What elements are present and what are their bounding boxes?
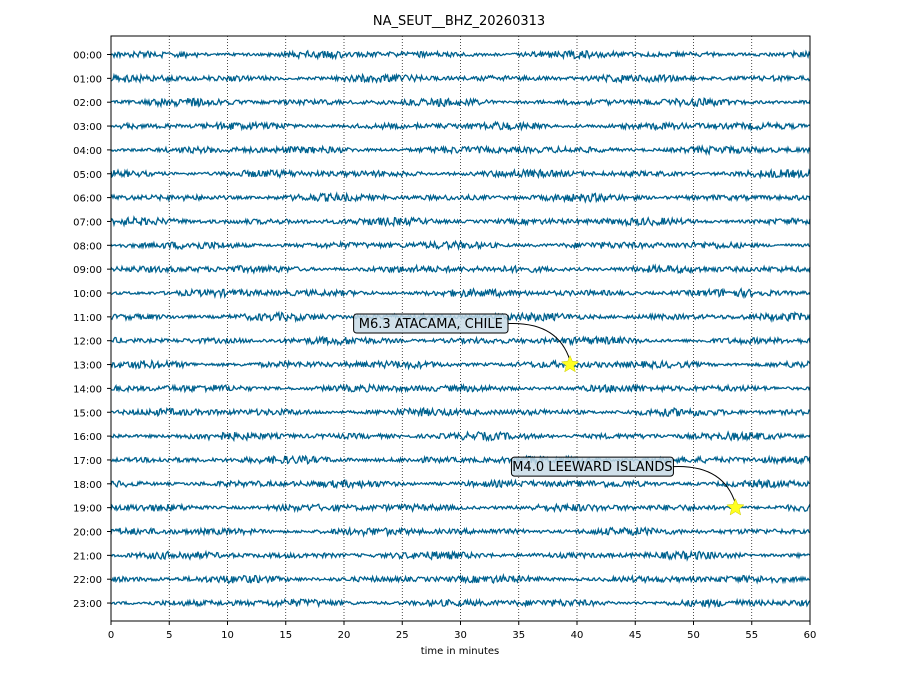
- y-tick-label: 05:00: [73, 170, 102, 181]
- y-tick-label: 16:00: [73, 432, 102, 443]
- x-tick-label: 55: [745, 630, 758, 641]
- trace-row-1800: [110, 478, 810, 490]
- y-tick-label: 22:00: [73, 575, 102, 586]
- trace-row-1000: [110, 287, 811, 300]
- x-axis-label: time in minutes: [421, 646, 500, 657]
- y-tick-label: 03:00: [73, 122, 102, 133]
- event-annotations: M6.3 ATACAMA, CHILE M4.0 LEEWARD ISLANDS: [353, 313, 745, 516]
- trace-row-0800: [110, 239, 811, 251]
- trace-row-1900: [110, 502, 811, 514]
- y-tick-label: 06:00: [73, 194, 102, 205]
- x-tick-label: 10: [221, 630, 234, 641]
- y-tick-label: 01:00: [73, 74, 102, 85]
- trace-row-1200: [110, 335, 811, 347]
- chart-title: NA_SEUT__BHZ_20260313: [373, 14, 545, 29]
- event-star-marker: [726, 498, 745, 516]
- x-tick-label: 30: [454, 630, 467, 641]
- y-tick-label: 18:00: [73, 480, 102, 491]
- y-tick-label: 20:00: [73, 528, 102, 539]
- x-axis-ticks: 0 5 10 15 20 25 30 35 40 45 50 55 60: [108, 621, 817, 641]
- x-tick-label: 45: [629, 630, 642, 641]
- x-tick-label: 15: [279, 630, 292, 641]
- y-tick-label: 11:00: [73, 313, 102, 324]
- trace-row-0900: [110, 263, 811, 275]
- y-axis-ticks: 00:00 01:00 02:00 03:00 04:00 05:00 06:00 07:00…: [73, 51, 111, 610]
- y-tick-label: 00:00: [73, 51, 102, 62]
- event-label-box: [353, 313, 509, 334]
- y-tick-label: 10:00: [73, 289, 102, 300]
- y-tick-label: 09:00: [73, 265, 102, 276]
- event-label-box: [510, 456, 674, 477]
- trace-row-0500: [110, 167, 811, 180]
- y-tick-label: 17:00: [73, 456, 102, 467]
- x-tick-label: 40: [571, 630, 584, 641]
- x-tick-label: 60: [804, 630, 817, 641]
- x-tick-label: 50: [687, 630, 700, 641]
- x-tick-label: 20: [338, 630, 351, 641]
- x-tick-label: 35: [512, 630, 525, 641]
- x-tick-label: 0: [108, 630, 114, 641]
- event-label: M6.3 ATACAMA, CHILE: [359, 317, 503, 332]
- y-tick-label: 07:00: [73, 217, 102, 228]
- y-tick-label: 12:00: [73, 337, 102, 348]
- trace-row-1600: [110, 430, 811, 443]
- y-tick-label: 13:00: [73, 361, 102, 372]
- event-star-marker: [560, 354, 580, 373]
- trace-row-1300: [110, 358, 811, 371]
- trace-row-0700: [110, 215, 811, 228]
- event-connector: [673, 466, 736, 504]
- y-tick-label: 08:00: [73, 241, 102, 252]
- y-tick-label: 21:00: [73, 551, 102, 562]
- trace-row-0600: [110, 191, 811, 204]
- y-tick-label: 02:00: [73, 98, 102, 109]
- x-tick-label: 25: [396, 630, 409, 641]
- y-tick-label: 19:00: [73, 504, 102, 515]
- y-tick-label: 14:00: [73, 384, 102, 395]
- x-tick-label: 5: [166, 630, 172, 641]
- y-tick-label: 23:00: [73, 599, 102, 610]
- trace-row-1500: [110, 406, 811, 418]
- y-tick-label: 15:00: [73, 408, 102, 419]
- event-label: M4.0 LEEWARD ISLANDS: [512, 460, 672, 475]
- event-connector: [507, 323, 571, 361]
- y-tick-label: 04:00: [73, 146, 102, 157]
